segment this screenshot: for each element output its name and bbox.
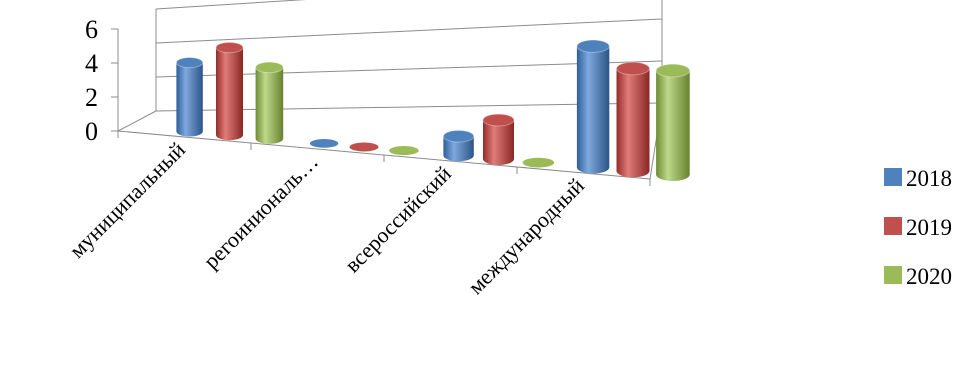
bar-body [255,67,284,144]
category-label: регоиниональ… [198,149,323,274]
category-label: муниципальный [64,137,190,263]
bar-top [175,57,204,69]
bar-2019-3 [482,113,515,165]
y-tick-label: 6 [85,15,98,44]
bar-body [176,62,203,137]
bar-2020-2 [389,146,419,156]
y-tick-label: 4 [85,49,98,78]
bar-body [216,47,243,141]
bar-body [483,120,514,165]
bar-body [656,70,690,182]
bar-2018-3 [442,129,475,162]
bar-flat [309,139,339,148]
bar-flat [522,157,555,168]
legend-label: 2020 [906,264,952,289]
bar-flat [389,146,419,156]
legend-label: 2018 [906,166,952,191]
gridline [155,18,663,44]
legend-swatch [884,217,902,235]
floor-edge-left [117,110,157,132]
bars [175,39,691,182]
bar-2019-2 [349,142,379,152]
bar-2019-1 [215,41,244,141]
legend-label: 2019 [906,215,952,240]
bar-2018-4 [576,39,610,174]
category-label: международный [463,173,589,299]
bar-2018-2 [309,139,339,148]
y-tick-label: 2 [85,83,98,112]
bar-flat [349,142,379,152]
bar-2020-4 [655,63,691,182]
bar-top [215,41,244,54]
bar-top [576,39,610,53]
bar-2018-1 [175,57,204,137]
category-label: всероссийский [340,161,457,278]
bar-top [655,63,691,78]
bar-body [616,68,650,178]
y-tick-labels: 0 2 4 6 [85,15,98,146]
bar-top [442,129,475,143]
y-tick-label: 0 [85,117,98,146]
bar-top [255,61,284,74]
bar-2019-4 [616,61,650,178]
legend-swatch [884,266,902,284]
legend: 2018 2019 2020 [884,166,952,289]
bar-2020-1 [255,61,284,144]
bar-top [616,61,650,76]
bar-body [443,136,474,162]
bar-2020-3 [522,157,555,168]
bar-body [576,46,610,174]
legend-swatch [884,168,902,186]
gridline [155,0,307,10]
axes [111,28,663,186]
bar-top [482,113,515,127]
